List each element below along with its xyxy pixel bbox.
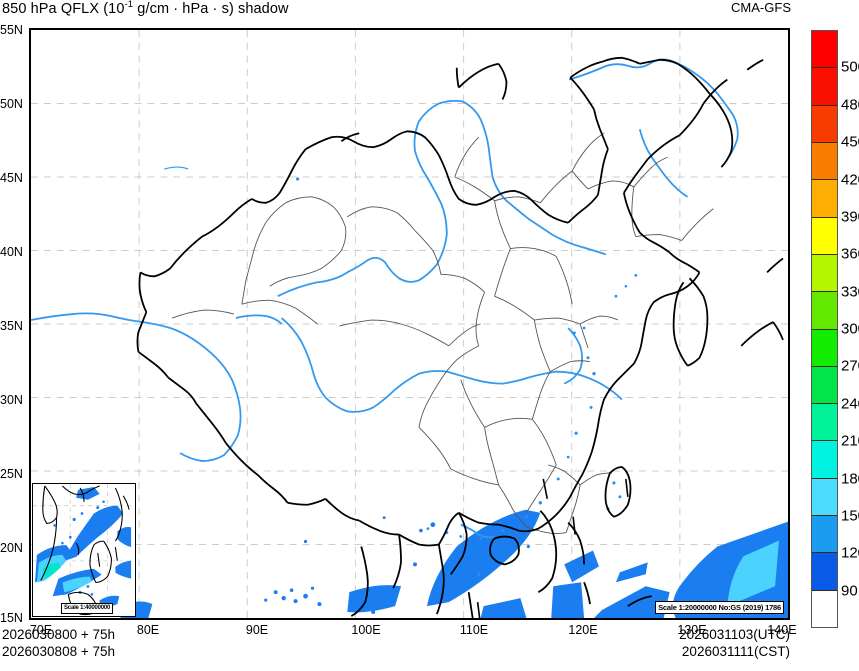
- x-tick-80e: 80E: [136, 623, 160, 637]
- colorbar-band-3: [812, 142, 837, 181]
- y-tick-30n: 30N: [0, 393, 23, 407]
- colorbar-band-13: [812, 516, 837, 554]
- init-time-cst: 2026030808 + 75h: [2, 644, 115, 659]
- inset-map[interactable]: Scale 1:40000000: [32, 483, 136, 617]
- y-tick-55n: 55N: [0, 23, 23, 37]
- map-scale-stamp: Scale 1:20000000 No:GS (2019) 1786: [655, 601, 784, 614]
- x-tick-110e: 110E: [459, 623, 489, 637]
- colorbar-tick-210: 210: [841, 432, 859, 450]
- y-tick-25n: 25N: [0, 467, 23, 481]
- valid-time-utc: 2026031103(UTC): [679, 627, 790, 642]
- map-frame[interactable]: Scale 1:20000000 No:GS (2019) 1786: [29, 28, 790, 620]
- colorbar-tick-240: 240: [841, 395, 859, 413]
- colorbar-tick-150: 150: [841, 507, 859, 525]
- colorbar-tick-180: 180: [841, 470, 859, 487]
- footer-right: 2026031103(UTC) 2026031111(CST): [679, 626, 790, 660]
- rivers: [31, 58, 739, 539]
- x-tick-140e: 140E: [767, 623, 797, 637]
- colorbar-band-9: [812, 366, 837, 405]
- colorbar-band-11: [812, 441, 837, 479]
- title-suffix: g/cm · hPa · s) shadow: [133, 0, 289, 17]
- colorbar-band-2: [812, 105, 837, 143]
- colorbar-band-6: [812, 254, 837, 293]
- map-canvas[interactable]: Scale 1:20000000 No:GS (2019) 1786: [31, 30, 788, 618]
- valid-time-cst: 2026031111(CST): [681, 644, 790, 659]
- x-tick-120e: 120E: [568, 623, 598, 637]
- model-label: CMA-GFS: [731, 0, 791, 15]
- province-borders: [172, 132, 714, 535]
- gridlines: [31, 30, 788, 618]
- colorbar-tick-330: 330: [841, 283, 859, 301]
- national-borders: [136, 56, 784, 618]
- colorbar-tick-300: 300: [841, 320, 859, 338]
- colorbar-band-10: [812, 404, 837, 442]
- footer-left: 2026030800 + 75h 2026030808 + 75h: [2, 626, 115, 660]
- inset-coastlines: [40, 485, 130, 616]
- colorbar-tick-360: 360: [841, 245, 859, 263]
- y-tick-35n: 35N: [0, 319, 23, 333]
- y-tick-20n: 20N: [0, 541, 23, 555]
- inset-scale-stamp: Scale 1:40000000: [61, 603, 114, 614]
- y-tick-50n: 50N: [0, 97, 23, 111]
- colorbar-band-12: [812, 478, 837, 517]
- colorbar-band-1: [812, 68, 837, 106]
- title-prefix: 850 hPa QFLX (10: [2, 0, 125, 17]
- colorbar-tick-90: 90: [841, 582, 858, 600]
- title-exponent: -1: [124, 0, 134, 10]
- init-time-utc: 2026030800 + 75h: [2, 627, 115, 642]
- colorbar-band-8: [812, 329, 837, 367]
- colorbar-band-4: [812, 180, 837, 218]
- x-tick-130e: 130E: [677, 623, 707, 637]
- page-title: 850 hPa QFLX (10-1 g/cm · hPa · s) shado…: [2, 0, 289, 17]
- y-tick-40n: 40N: [0, 245, 23, 259]
- inset-shading: [34, 486, 132, 607]
- colorbar-band-5: [812, 217, 837, 255]
- colorbar-band-0: [812, 31, 837, 69]
- map-graphics: [31, 30, 788, 618]
- colorbar-tick-480: 480: [841, 96, 859, 114]
- y-tick-45n: 45N: [0, 171, 23, 185]
- colorbar-tick-450: 450: [841, 133, 859, 151]
- shaded-field: [84, 177, 788, 618]
- x-tick-70e: 70E: [29, 623, 53, 637]
- colorbar-tick-270: 270: [841, 357, 859, 375]
- colorbar-band-7: [812, 292, 837, 330]
- x-tick-90e: 90E: [245, 623, 269, 637]
- colorbar-tick-120: 120: [841, 544, 859, 562]
- colorbar-band-14: [812, 553, 837, 591]
- colorbar[interactable]: [811, 30, 838, 628]
- colorbar-tick-500: 500: [841, 58, 859, 76]
- colorbar-tick-420: 420: [841, 171, 859, 188]
- y-tick-15n: 15N: [0, 611, 23, 625]
- x-tick-100e: 100E: [351, 623, 381, 637]
- colorbar-tick-390: 390: [841, 208, 859, 226]
- colorbar-band-15: [812, 590, 837, 627]
- inset-graphics: [33, 484, 135, 616]
